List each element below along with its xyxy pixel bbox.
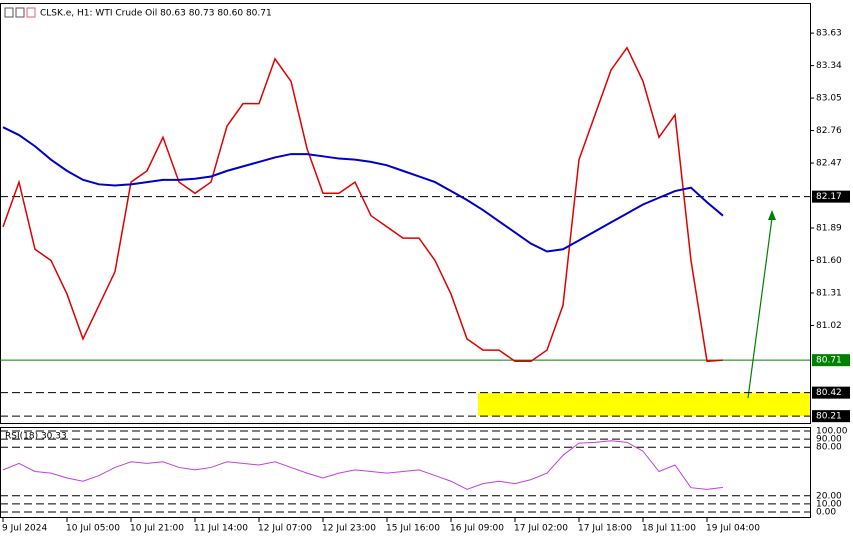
rsi-tick-label: 90.00: [816, 435, 842, 445]
price-line: [2, 46, 724, 363]
zone: [478, 392, 810, 417]
x-tick-label: 19 Jul 04:00: [706, 524, 760, 534]
y-tick-label: 81.60: [816, 256, 842, 266]
rsi-line: [2, 440, 724, 490]
x-tick-label: 16 Jul 09:00: [450, 524, 504, 534]
main-panel: [0, 3, 811, 424]
y-tick-label: 82.76: [816, 126, 842, 136]
indicator-title: RSI(18) 30.33: [5, 432, 67, 442]
x-tick-label: 15 Jul 16:00: [386, 524, 440, 534]
chart-title: CLSK.e, H1: WTI Crude Oil 80.63 80.73 80…: [40, 9, 272, 19]
rsi-tick-label: 100.00: [816, 427, 848, 437]
rsi-tick-label: 10.00: [816, 499, 842, 509]
y-tick-label: 83.63: [816, 29, 842, 39]
rsi-tick-label: 20.00: [816, 491, 842, 501]
icon: [15, 7, 25, 18]
x-tick-label: 9 Jul 2024: [2, 524, 47, 534]
x-tick-label: 10 Jul 21:00: [130, 524, 184, 534]
level-label: 82.17: [816, 192, 842, 202]
y-tick-label: 83.05: [816, 94, 842, 104]
level-label: 80.21: [816, 412, 842, 422]
y-tick-label: 81.89: [816, 224, 842, 234]
level-label: 80.71: [816, 356, 842, 366]
level-label-box: [812, 190, 850, 203]
rsi-tick-label: 0.00: [816, 508, 836, 518]
icon: [4, 7, 14, 18]
icon: [26, 7, 36, 18]
price-line: [2, 126, 724, 253]
y-tick-label: 82.47: [816, 159, 842, 169]
x-tick-label: 10 Jul 05:00: [66, 524, 120, 534]
y-tick-label: 83.34: [816, 61, 842, 71]
x-tick-label: 18 Jul 11:00: [642, 524, 696, 534]
level-label: 80.42: [816, 388, 842, 398]
x-tick-label: 17 Jul 02:00: [514, 524, 568, 534]
rsi-tick-label: 80.00: [816, 443, 842, 453]
x-tick-label: 17 Jul 18:00: [578, 524, 632, 534]
y-tick-label: 81.31: [816, 288, 842, 298]
x-tick-label: 12 Jul 23:00: [322, 524, 376, 534]
y-tick-label: 81.02: [816, 321, 842, 331]
rsi-panel: [0, 427, 811, 518]
level-label-box: [812, 410, 850, 423]
x-tick-label: 12 Jul 07:00: [258, 524, 312, 534]
level-label-box: [812, 354, 850, 367]
level-label-box: [812, 386, 850, 399]
x-tick-label: 11 Jul 14:00: [194, 524, 248, 534]
arrow-head: [768, 210, 776, 220]
arrow: [747, 217, 773, 399]
